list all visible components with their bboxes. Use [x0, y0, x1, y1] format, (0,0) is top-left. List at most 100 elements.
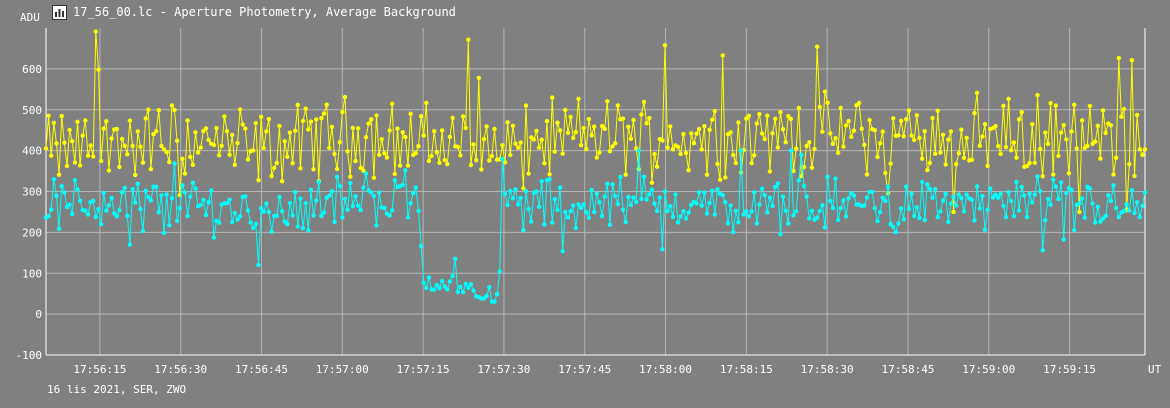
data-point [1056, 153, 1061, 159]
data-point [219, 143, 224, 148]
data-point [177, 205, 182, 211]
data-point [917, 135, 922, 141]
data-point [56, 226, 62, 231]
data-point [626, 124, 631, 129]
data-point [1116, 214, 1122, 220]
data-point [416, 208, 421, 214]
data-point [1051, 177, 1056, 182]
data-point [933, 151, 938, 156]
data-point [232, 162, 237, 167]
data-point [235, 140, 240, 146]
data-point [125, 152, 130, 157]
data-point [946, 219, 951, 225]
data-point [298, 196, 303, 201]
data-point [670, 147, 676, 152]
data-point [943, 191, 948, 196]
data-point [245, 157, 251, 162]
data-point [523, 103, 529, 108]
data-point [862, 142, 867, 148]
window-titlebar[interactable]: 17_56_00.lc - Aperture Photometry, Avera… [52, 3, 456, 21]
data-point [85, 153, 91, 158]
data-point [867, 117, 872, 123]
data-point [849, 134, 854, 139]
data-point [838, 206, 843, 211]
data-point [306, 228, 311, 233]
data-point [1127, 208, 1132, 213]
data-point [413, 185, 418, 190]
data-point [1077, 209, 1082, 215]
data-point [403, 168, 408, 173]
data-point [605, 181, 610, 187]
data-point [361, 185, 366, 190]
data-point [581, 125, 586, 131]
data-point [712, 108, 717, 114]
data-point [1098, 219, 1103, 224]
data-point [508, 152, 513, 158]
data-point [1032, 160, 1038, 165]
data-point [940, 132, 946, 137]
data-point [1030, 200, 1035, 205]
data-point [1134, 112, 1140, 118]
data-point [67, 127, 72, 133]
data-point [550, 220, 555, 225]
data-point [1037, 146, 1043, 152]
data-point [295, 102, 300, 108]
data-point [1098, 156, 1103, 161]
x-axis-ticks: 17:56:15 17:56:30 17:56:45 17:57:00 17:57:15… [73, 363, 1096, 376]
data-point [277, 194, 282, 200]
data-point [851, 128, 857, 133]
data-point [164, 192, 169, 197]
data-point [248, 220, 253, 225]
data-point [374, 223, 379, 228]
data-point [560, 151, 565, 156]
data-point [773, 184, 778, 190]
data-point [104, 119, 109, 124]
data-point [896, 221, 901, 226]
chart-window-icon[interactable] [52, 4, 67, 20]
data-point [510, 123, 516, 128]
data-point [725, 221, 731, 226]
data-point [909, 191, 914, 196]
data-point [1108, 198, 1114, 204]
data-point [618, 174, 623, 180]
data-point [647, 115, 652, 121]
data-point [518, 195, 523, 201]
data-point [1066, 171, 1072, 176]
data-point [324, 102, 329, 107]
data-point [731, 229, 736, 235]
data-point [138, 144, 143, 149]
data-point [993, 192, 998, 197]
data-point [1087, 186, 1093, 191]
data-point [1040, 174, 1045, 179]
data-point [662, 189, 668, 194]
data-point [329, 189, 335, 194]
data-point [159, 143, 164, 149]
data-point [694, 201, 699, 206]
data-point [237, 107, 243, 112]
data-point [526, 206, 531, 212]
data-point [1035, 174, 1040, 179]
data-point [985, 207, 990, 212]
data-point [426, 158, 432, 164]
data-point [1121, 208, 1127, 214]
data-point [232, 210, 237, 216]
data-point [552, 149, 557, 154]
data-point [230, 219, 235, 225]
data-point [710, 188, 715, 193]
data-point [463, 281, 468, 287]
data-point [62, 140, 67, 145]
data-point [80, 133, 85, 138]
data-point [846, 118, 851, 124]
data-point [770, 131, 775, 136]
data-point [140, 160, 146, 165]
data-point [1111, 183, 1116, 188]
data-point [557, 128, 563, 133]
data-point [182, 171, 188, 176]
data-point [437, 286, 442, 291]
data-point [497, 269, 502, 274]
data-point [1121, 106, 1127, 112]
data-point [439, 128, 445, 133]
data-point [345, 207, 350, 212]
data-point [515, 202, 521, 207]
data-point [479, 167, 484, 172]
